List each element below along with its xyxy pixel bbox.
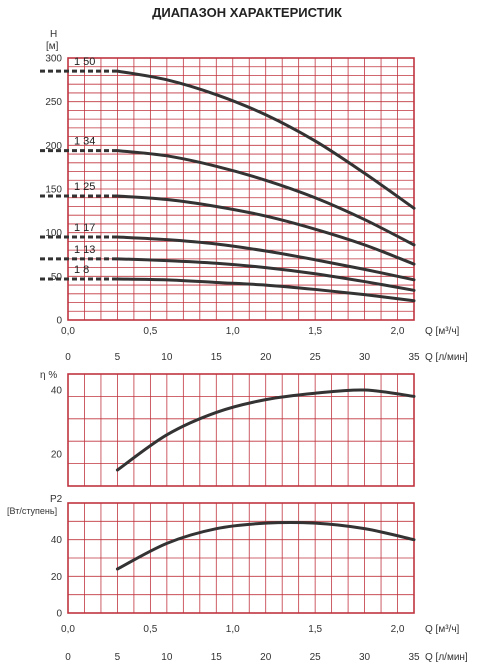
head-curve-label: 1 25 — [74, 181, 95, 193]
x-tick-label-lmin: 0 — [65, 352, 71, 363]
head-curve-label: 1 17 — [74, 222, 95, 234]
x-tick-label-m3h: 0,0 — [61, 326, 75, 337]
head-curve — [115, 277, 416, 303]
x-tick-label-lmin: 5 — [115, 652, 121, 663]
head-xticks-m3h: 0,0 0,5 1,0 1,5 2,0 — [61, 326, 405, 337]
y-tick-label: 20 — [51, 572, 63, 583]
y-tick-label: 200 — [45, 141, 62, 152]
x-tick-label-lmin: 10 — [161, 652, 173, 663]
head-curve — [115, 69, 416, 210]
efficiency-ylabel: η % — [40, 370, 57, 381]
x-tick-label-lmin: 5 — [115, 352, 121, 363]
y-tick-label: 100 — [45, 228, 62, 239]
power-xlabel-lmin: Q [л/мин] — [425, 652, 468, 663]
x-tick-label-m3h: 2,0 — [391, 326, 405, 337]
power-ylabel: P2 — [50, 494, 63, 505]
x-tick-label-lmin: 15 — [211, 352, 223, 363]
power-frame — [67, 502, 415, 614]
y-tick-label: 40 — [51, 386, 63, 397]
head-curve-label: 1 34 — [74, 136, 95, 148]
x-tick-label-m3h: 1,5 — [308, 624, 322, 635]
chart-title: ДИАПАЗОН ХАРАКТЕРИСТИК — [152, 5, 342, 20]
power-curves — [115, 520, 416, 571]
y-tick-label: 0 — [56, 316, 62, 327]
y-tick-label: 250 — [45, 97, 62, 108]
y-tick-label: 300 — [45, 54, 62, 65]
x-tick-label-m3h: 2,0 — [391, 624, 405, 635]
y-tick-label: 20 — [51, 450, 63, 461]
efficiency-curves — [115, 388, 416, 472]
y-tick-label: 40 — [51, 535, 63, 546]
x-tick-label-lmin: 35 — [408, 652, 420, 663]
x-tick-label-m3h: 0,0 — [61, 624, 75, 635]
x-tick-label-lmin: 20 — [260, 652, 272, 663]
x-tick-label-lmin: 20 — [260, 352, 272, 363]
head-curve-label: 1 13 — [74, 244, 95, 256]
x-tick-label-m3h: 0,5 — [143, 624, 157, 635]
power-xlabel-m3h: Q [м³/ч] — [425, 624, 460, 635]
head-curve-label: 1 8 — [74, 264, 89, 276]
head-curve-label: 1 50 — [74, 56, 95, 68]
head-curve — [115, 235, 416, 282]
x-tick-label-lmin: 30 — [359, 652, 371, 663]
head-frame — [67, 57, 415, 321]
head-curves: 1 50 1 34 1 25 1 17 1 13 1 8 — [40, 56, 416, 303]
x-tick-label-lmin: 30 — [359, 352, 371, 363]
head-curve — [115, 149, 416, 247]
head-yunit: [м] — [46, 41, 59, 52]
x-tick-label-lmin: 15 — [211, 652, 223, 663]
efficiency-grid — [68, 374, 414, 486]
x-tick-label-lmin: 25 — [310, 352, 322, 363]
efficiency-curve — [115, 388, 416, 472]
power-grid — [68, 503, 414, 613]
head-xlabel-m3h: Q [м³/ч] — [425, 326, 460, 337]
y-tick-label: 150 — [45, 185, 62, 196]
x-tick-label-m3h: 0,5 — [143, 326, 157, 337]
head-yticks: 0 50 100 150 200 250 300 — [45, 54, 62, 327]
x-tick-label-lmin: 10 — [161, 352, 173, 363]
x-tick-label-m3h: 1,0 — [226, 326, 240, 337]
power-xticks-lmin: 0 5 10 15 20 25 30 35 — [65, 652, 420, 663]
head-curve — [115, 194, 416, 266]
x-tick-label-m3h: 1,5 — [308, 326, 322, 337]
power-chart: P2 [Вт/ступень] 0 20 40 0,0 0,5 1,0 1,5 2,0 Q … — [7, 494, 468, 663]
x-tick-label-m3h: 1,0 — [226, 624, 240, 635]
power-yunit: [Вт/ступень] — [7, 506, 57, 516]
power-curve — [115, 520, 416, 571]
efficiency-frame — [67, 373, 415, 487]
head-curve — [115, 257, 416, 292]
head-xticks-lmin: 0 5 10 15 20 25 30 35 — [65, 352, 420, 363]
y-tick-label: 0 — [56, 609, 62, 620]
y-tick-label: 50 — [51, 272, 63, 283]
x-tick-label-lmin: 35 — [408, 352, 420, 363]
power-xticks-m3h: 0,0 0,5 1,0 1,5 2,0 — [61, 624, 405, 635]
x-tick-label-lmin: 25 — [310, 652, 322, 663]
power-yticks: 0 20 40 — [51, 535, 63, 619]
head-xlabel-lmin: Q [л/мин] — [425, 352, 468, 363]
x-tick-label-lmin: 0 — [65, 652, 71, 663]
head-ylabel: H — [50, 29, 57, 40]
